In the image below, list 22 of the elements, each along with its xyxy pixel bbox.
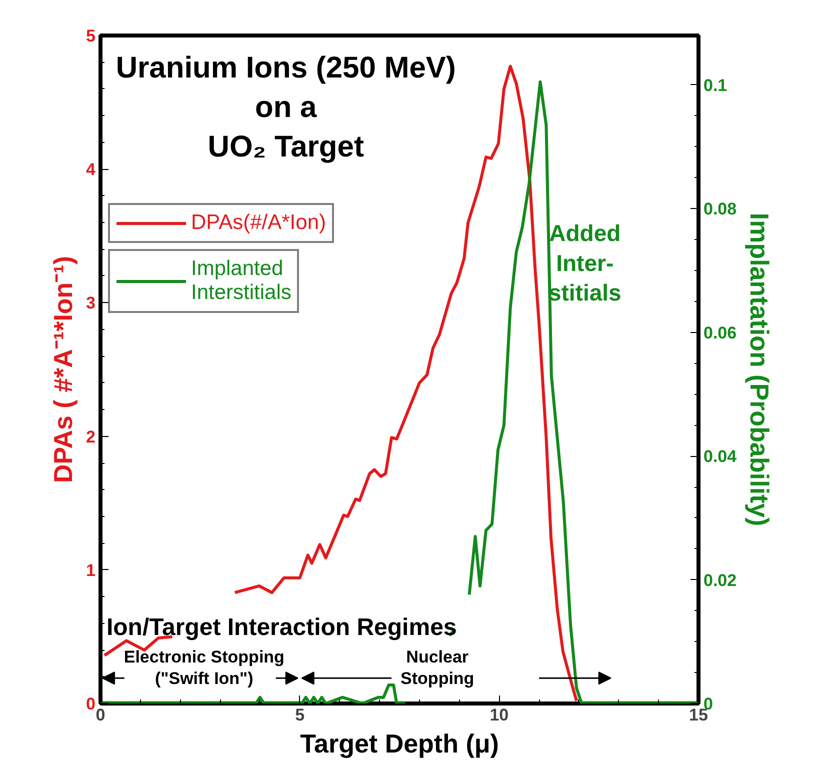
annotation: Added Inter- stitials [548, 220, 622, 306]
y2-tick-label: 0.08 [704, 200, 737, 219]
y-tick-label: 2 [86, 427, 96, 446]
y2-tick-label: 0.1 [704, 76, 728, 95]
text: Uranium Ions (250 MeV) on a UO₂ Target [116, 52, 456, 164]
x-tick-label: 10 [490, 706, 509, 724]
annotation: Nuclear Stopping [400, 647, 474, 688]
annotation: Electronic Stopping ("Swift Ion") [124, 647, 284, 688]
x-tick-label: 5 [295, 706, 305, 724]
legend-label: DPAs(#/A*Ion) [191, 211, 326, 235]
y-tick-label: 4 [86, 160, 96, 180]
y2-tick-label: 0.02 [704, 570, 737, 590]
y2-tick-label: 0.06 [704, 323, 737, 342]
y-tick-label: 5 [86, 26, 96, 46]
y2-axis-title: Implantation (Probability) [744, 212, 775, 526]
legend-label: Implanted Interstitials [191, 257, 292, 305]
y2-tick-label: 0.04 [704, 447, 738, 466]
y-tick-label: 3 [86, 294, 96, 313]
x-axis-title: Target Depth (μ) [300, 728, 499, 758]
annotation: Ion/Target Interaction Regimes [106, 614, 457, 641]
y-tick-label: 1 [86, 560, 96, 580]
y-axis-title: DPAs ( #*A⁻¹*Ion⁻¹) [48, 256, 78, 483]
